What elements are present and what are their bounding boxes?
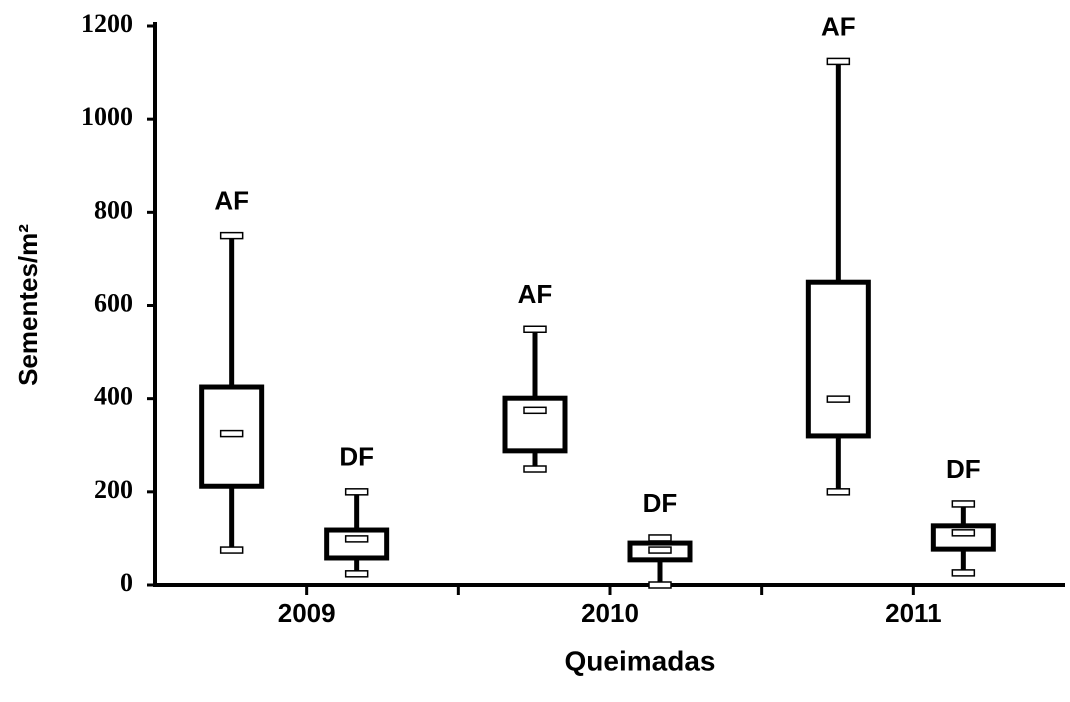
median	[344, 535, 369, 543]
whisker-cap	[344, 570, 369, 578]
y-tick-label: 600	[94, 288, 133, 317]
whisker-cap	[523, 465, 547, 473]
y-tick-label: 0	[120, 568, 133, 597]
box-label: DF	[339, 442, 374, 472]
whisker-cap	[648, 534, 672, 542]
y-tick-label: 400	[94, 382, 133, 411]
box-label: DF	[946, 454, 981, 484]
whisker-cap	[951, 569, 976, 577]
whisker-cap	[219, 546, 244, 554]
box-label: DF	[643, 488, 678, 518]
box-label: AF	[518, 279, 553, 309]
x-tick-label: 2010	[581, 598, 639, 628]
median	[951, 529, 976, 537]
box	[930, 523, 996, 552]
median	[826, 395, 851, 403]
y-tick-label: 1200	[81, 9, 133, 38]
box-label: AF	[821, 11, 856, 41]
median	[648, 546, 672, 554]
median	[523, 406, 547, 415]
whisker-cap	[523, 325, 547, 334]
x-axis-label: Queimadas	[565, 645, 716, 676]
box	[502, 395, 568, 454]
y-tick-label: 200	[94, 475, 133, 504]
x-tick-label: 2011	[885, 598, 941, 628]
box	[324, 527, 390, 561]
y-tick-label: 800	[94, 195, 133, 224]
whisker-cap	[951, 500, 976, 508]
whisker-cap	[344, 488, 369, 496]
x-tick-label: 2009	[278, 598, 336, 628]
y-axis-label: Sementes/m²	[13, 224, 43, 386]
whisker-cap	[219, 231, 244, 240]
box	[805, 279, 871, 439]
whisker-cap	[826, 488, 851, 496]
box-label: AF	[214, 186, 249, 216]
whisker-cap	[826, 57, 851, 66]
whisker-cap	[648, 581, 672, 589]
y-tick-label: 1000	[81, 102, 133, 131]
median	[219, 429, 244, 438]
